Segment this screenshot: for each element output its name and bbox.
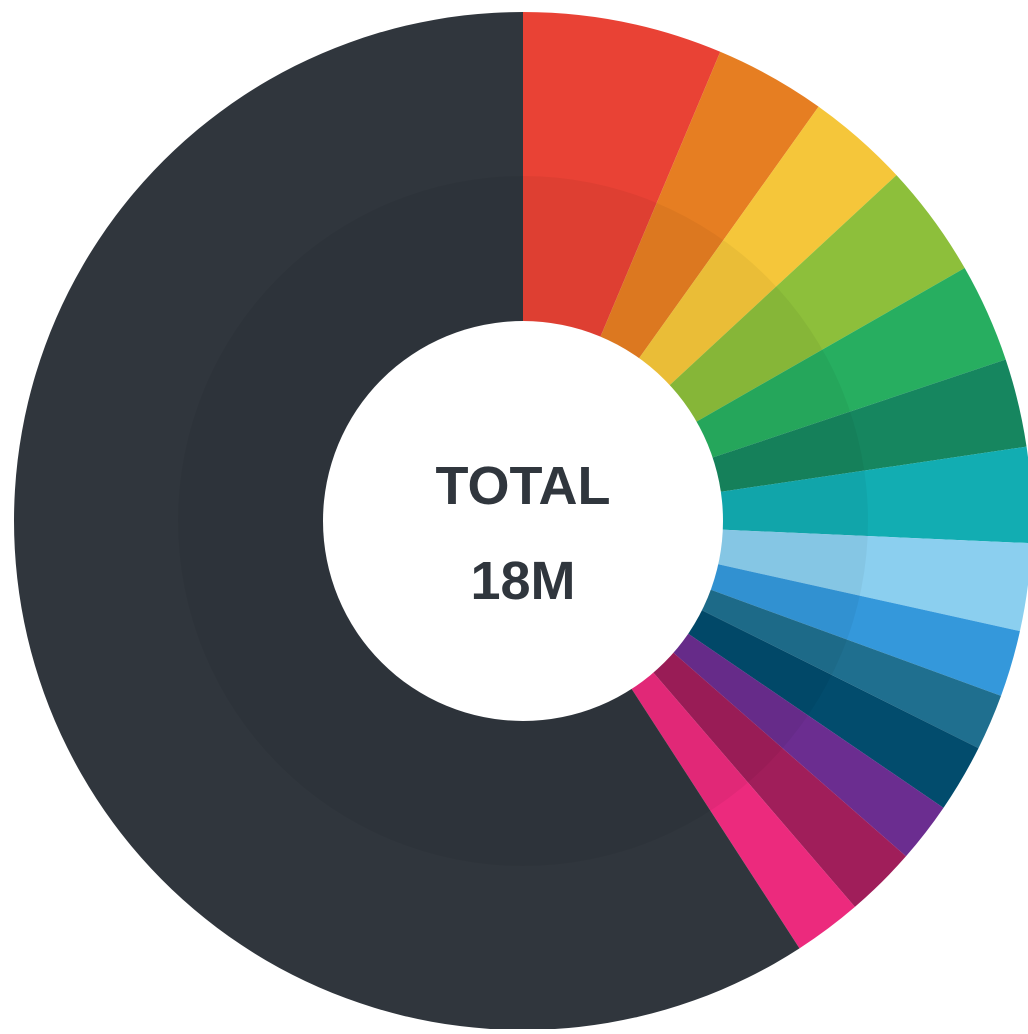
donut-slice-9[interactable] [707, 563, 1020, 696]
donut-slice-13[interactable] [650, 650, 906, 907]
slice-layer [14, 12, 1028, 1030]
donut-slice-3[interactable] [636, 106, 897, 388]
center-title: TOTAL [436, 456, 611, 516]
donut-slice-2[interactable] [598, 51, 819, 362]
donut-slice-5[interactable] [693, 268, 1006, 459]
donut-slice-6[interactable] [708, 359, 1027, 493]
donut-slice-10[interactable] [698, 588, 1001, 749]
donut-slice-7[interactable] [716, 446, 1028, 544]
donut-slice-8[interactable] [714, 529, 1028, 632]
donut-slice-15[interactable] [14, 12, 800, 1030]
center-hole [323, 321, 723, 721]
center-value: 18M [470, 551, 575, 611]
donut-slice-14[interactable] [629, 669, 855, 949]
donut-slice-11[interactable] [684, 608, 979, 808]
donut-slice-12[interactable] [670, 631, 944, 857]
donut-slice-1[interactable] [523, 12, 721, 341]
donut-slice-4[interactable] [666, 175, 965, 424]
